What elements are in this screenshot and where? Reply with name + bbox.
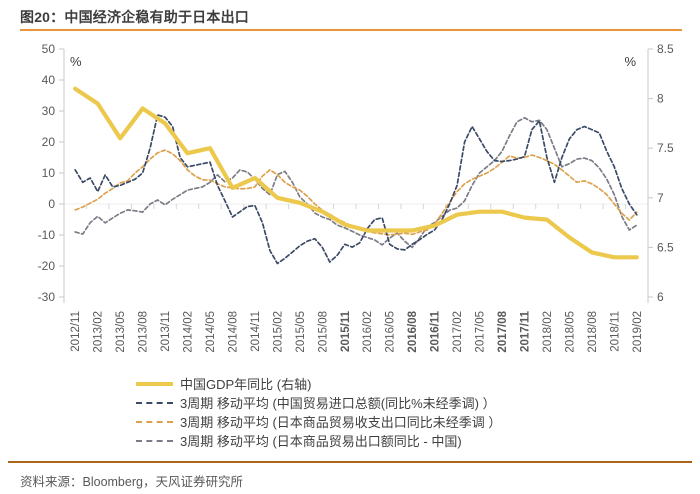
right-axis-unit-label: % — [624, 54, 636, 69]
left-axis-tick-label: 40 — [42, 73, 56, 87]
x-axis-label: 2018/08 — [587, 311, 599, 353]
right-axis-tick-label: 6.5 — [657, 240, 674, 254]
series-line-3 — [74, 116, 638, 249]
legend-swatch-japan-exports — [136, 420, 173, 423]
title-underline — [20, 29, 682, 31]
legend-label: 3周期 移动平均 (日本商品贸易收支出口同比未经季调 ） — [180, 415, 502, 430]
x-axis-label: 2018/05 — [564, 311, 576, 353]
left-axis-unit-label: % — [70, 54, 82, 69]
left-axis-tick-label: -10 — [38, 228, 56, 242]
x-axis-label: 2019/02 — [632, 311, 644, 353]
figure-title: 图20：中国经济企稳有助于日本出口 — [20, 9, 249, 25]
x-axis-label: 2016/02 — [362, 311, 374, 353]
x-axis-label: 2016/11 — [430, 310, 442, 352]
legend-item-china-imports: 3周期 移动平均 (中国贸易进口总额(同比%未经季调) ） — [136, 393, 501, 412]
legend-item-japan-exports: 3周期 移动平均 (日本商品贸易收支出口同比未经季调 ） — [136, 412, 501, 431]
right-axis-tick-label: 7 — [657, 191, 664, 205]
legend-label: 3周期 移动平均 (中国贸易进口总额(同比%未经季调) ） — [180, 396, 496, 411]
x-axis-label: 2014/05 — [205, 311, 217, 353]
right-axis-tick-label: 8 — [657, 92, 664, 106]
x-axis-label: 2013/02 — [93, 311, 105, 353]
left-axis-tick-label: -20 — [38, 259, 56, 273]
left-axis-tick-label: 10 — [42, 166, 56, 180]
source-note: 资料来源：Bloomberg，天风证券研究所 — [20, 475, 243, 489]
x-axis-label: 2017/11 — [519, 310, 531, 352]
x-axis-label: 2015/05 — [295, 311, 307, 353]
legend-label: 中国GDP年同比 (右轴) — [180, 377, 312, 392]
left-axis-tick-label: 0 — [48, 197, 55, 211]
x-axis-label: 2013/11 — [160, 311, 172, 352]
x-axis-label: 2014/08 — [227, 311, 239, 353]
x-axis-label: 2014/02 — [183, 311, 195, 353]
x-axis-label: 2017/08 — [497, 310, 509, 352]
x-axis-label: 2015/11 — [340, 310, 352, 352]
legend-swatch-japan-exports-china — [136, 439, 173, 442]
series-line-1 — [74, 114, 638, 265]
left-axis-tick-label: 50 — [42, 42, 56, 56]
right-axis-tick-label: 8.5 — [657, 42, 674, 56]
right-axis-tick-label: 7.5 — [657, 141, 674, 155]
x-axis-label: 2017/05 — [475, 311, 487, 353]
x-axis-label: 2017/02 — [452, 311, 464, 353]
series-line-0 — [73, 86, 639, 260]
x-axis-label: 2015/08 — [317, 311, 329, 353]
right-axis-tick-label: 6 — [657, 290, 664, 304]
x-axis-label: 2012/11 — [70, 311, 82, 352]
x-axis-label: 2016/08 — [407, 310, 419, 352]
chart-legend: 中国GDP年同比 (右轴) 3周期 移动平均 (中国贸易进口总额(同比%未经季调… — [136, 374, 501, 450]
legend-item-japan-exports-china: 3周期 移动平均 (日本商品贸易出口额同比 - 中国) — [136, 431, 501, 450]
legend-swatch-china-imports — [136, 401, 173, 404]
x-axis-label: 2015/02 — [272, 311, 284, 353]
x-axis-label: 2016/05 — [385, 311, 397, 353]
x-axis-label: 2013/08 — [138, 311, 150, 353]
legend-item-china-gdp: 中国GDP年同比 (右轴) — [136, 374, 501, 393]
x-axis-label: 2018/02 — [542, 311, 554, 353]
left-axis-tick-label: -30 — [38, 290, 56, 304]
legend-label: 3周期 移动平均 (日本商品贸易出口额同比 - 中国) — [180, 434, 462, 449]
x-axis-label: 2013/05 — [115, 311, 127, 353]
legend-swatch-china-gdp — [136, 381, 173, 386]
left-axis-tick-label: 30 — [42, 104, 56, 118]
left-axis-tick-label: 20 — [42, 135, 56, 149]
footer-divider — [8, 461, 692, 463]
x-axis-label: 2018/11 — [609, 311, 621, 352]
x-axis-label: 2014/11 — [250, 311, 262, 352]
